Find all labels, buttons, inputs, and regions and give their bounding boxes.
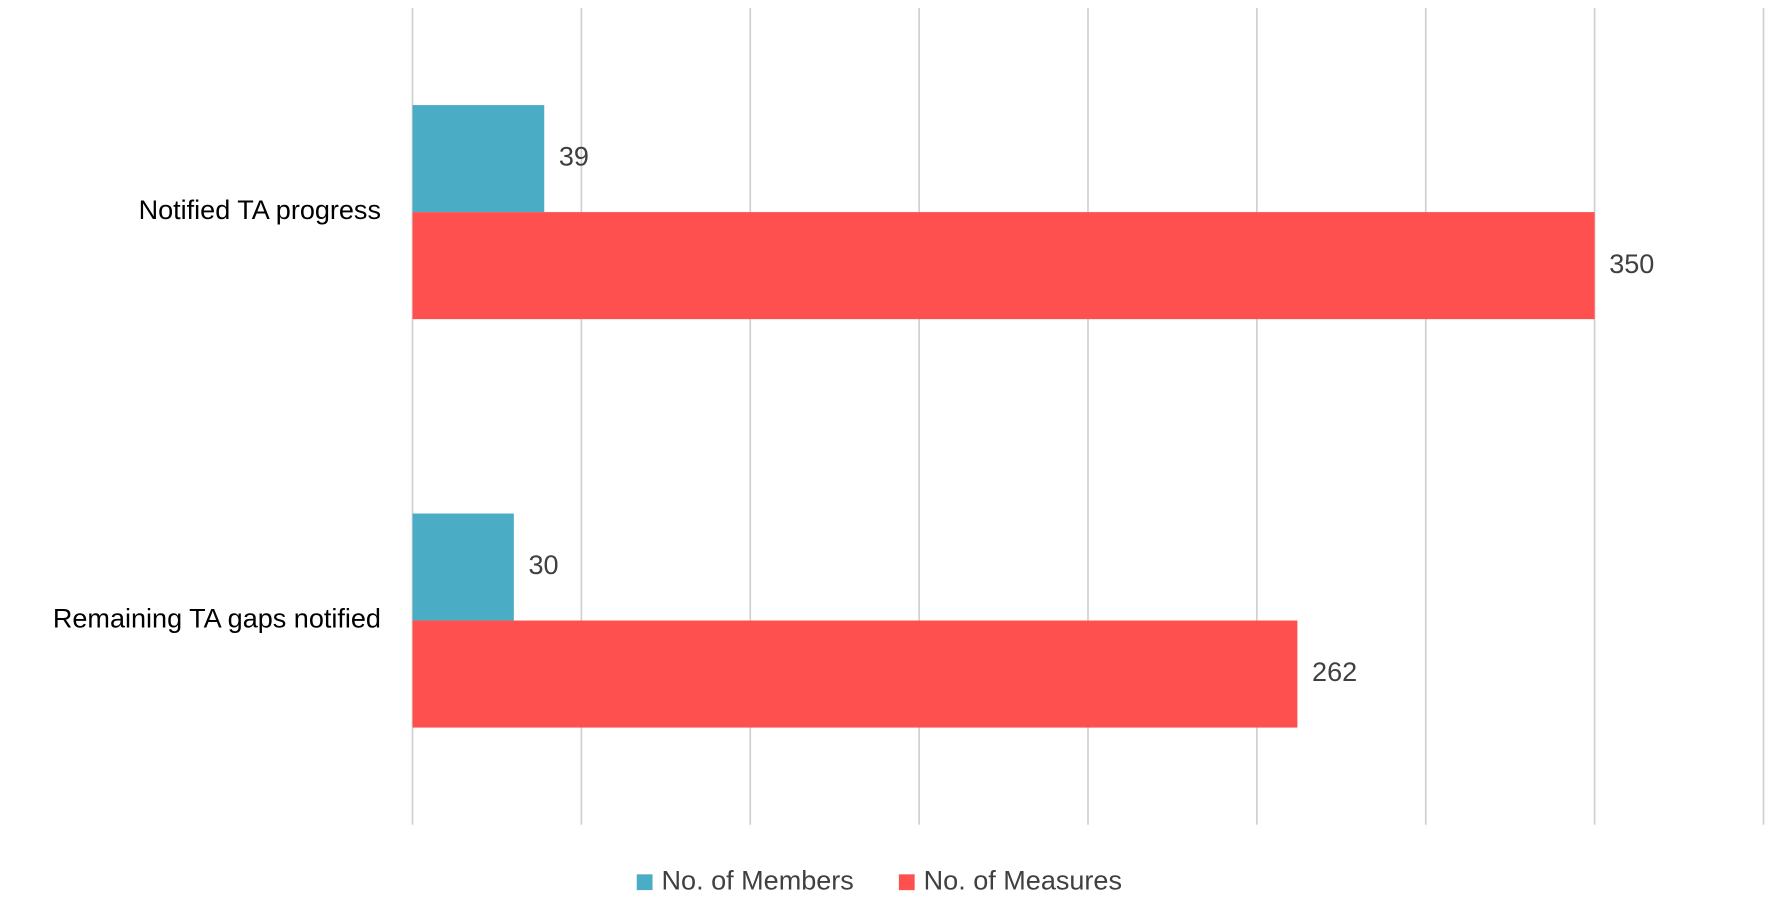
bar [412, 513, 514, 621]
data-label: 262 [1312, 657, 1357, 687]
y-tick-label: Remaining TA gaps notified [53, 604, 381, 634]
y-tick-label: Notified TA progress [139, 195, 381, 225]
bar [412, 212, 1595, 320]
data-label: 39 [559, 142, 589, 172]
data-label: 30 [528, 550, 558, 580]
data-label: 350 [1609, 249, 1654, 279]
legend-swatch [898, 874, 915, 891]
bar [412, 620, 1298, 728]
legend-swatch [636, 874, 653, 891]
legend-label: No. of Members [662, 865, 854, 895]
legend-label: No. of Measures [924, 865, 1122, 895]
bar [412, 105, 545, 213]
